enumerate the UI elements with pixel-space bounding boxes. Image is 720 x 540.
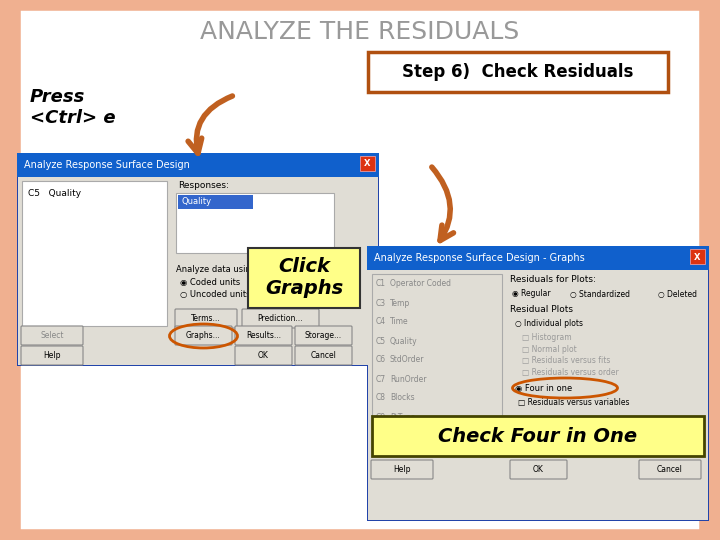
Text: RunOrder: RunOrder — [390, 375, 426, 383]
FancyBboxPatch shape — [21, 326, 83, 345]
FancyBboxPatch shape — [176, 193, 334, 253]
FancyBboxPatch shape — [235, 326, 292, 345]
Text: Responses:: Responses: — [178, 180, 229, 190]
FancyBboxPatch shape — [235, 346, 292, 365]
Text: Cancel: Cancel — [657, 465, 683, 474]
Text: ○ Standardized: ○ Standardized — [570, 289, 630, 299]
Text: ◉ Coded units: ◉ Coded units — [180, 279, 240, 287]
Text: StdOrder: StdOrder — [390, 355, 425, 364]
Text: ANALYZE THE RESIDUALS: ANALYZE THE RESIDUALS — [200, 20, 520, 44]
Text: Quality: Quality — [181, 198, 211, 206]
FancyBboxPatch shape — [371, 460, 433, 479]
Text: Help: Help — [43, 351, 60, 360]
FancyBboxPatch shape — [368, 268, 708, 520]
FancyBboxPatch shape — [690, 249, 705, 264]
Text: C5   Quality: C5 Quality — [28, 188, 81, 198]
FancyBboxPatch shape — [372, 274, 502, 449]
Text: □ Histogram: □ Histogram — [522, 333, 572, 341]
Text: C1: C1 — [376, 280, 386, 288]
Text: OK: OK — [533, 465, 544, 474]
Text: □ Residuals versus variables: □ Residuals versus variables — [518, 399, 629, 408]
FancyBboxPatch shape — [295, 326, 352, 345]
FancyBboxPatch shape — [368, 52, 668, 92]
FancyBboxPatch shape — [17, 153, 379, 366]
Text: Prediction...: Prediction... — [258, 314, 303, 323]
Text: Step 6)  Check Residuals: Step 6) Check Residuals — [402, 63, 634, 81]
Text: Results...: Results... — [246, 331, 281, 340]
Text: Time: Time — [390, 318, 409, 327]
Text: □ Residuals versus fits: □ Residuals versus fits — [522, 356, 611, 366]
FancyBboxPatch shape — [17, 153, 379, 177]
Text: Graphs...: Graphs... — [186, 331, 221, 340]
Text: ○ Deleted: ○ Deleted — [658, 289, 697, 299]
Text: Press
<Ctrl> e: Press <Ctrl> e — [30, 88, 116, 127]
FancyBboxPatch shape — [18, 175, 378, 365]
FancyBboxPatch shape — [242, 309, 319, 328]
Text: C9: C9 — [376, 413, 386, 422]
Text: Analyze Response Surface Design - Graphs: Analyze Response Surface Design - Graphs — [374, 253, 585, 263]
Text: ○ Uncoded units: ○ Uncoded units — [180, 291, 251, 300]
Text: □ Normal plot: □ Normal plot — [522, 345, 577, 354]
Text: Residual Plots: Residual Plots — [510, 306, 573, 314]
Text: Terms...: Terms... — [192, 314, 221, 323]
Text: C6: C6 — [376, 355, 386, 364]
FancyBboxPatch shape — [367, 246, 709, 270]
Text: X: X — [364, 159, 371, 168]
FancyBboxPatch shape — [367, 246, 709, 521]
FancyBboxPatch shape — [178, 195, 253, 209]
Text: Analyze Response Surface Design: Analyze Response Surface Design — [24, 160, 190, 170]
Text: C5: C5 — [376, 336, 386, 346]
FancyBboxPatch shape — [21, 346, 83, 365]
FancyBboxPatch shape — [175, 309, 237, 328]
FancyBboxPatch shape — [360, 156, 375, 171]
FancyBboxPatch shape — [372, 416, 704, 456]
Text: ○ Individual plots: ○ Individual plots — [515, 320, 583, 328]
Text: □ Residuals versus order: □ Residuals versus order — [522, 368, 618, 377]
Text: Help: Help — [393, 465, 410, 474]
Text: C3: C3 — [376, 299, 386, 307]
Text: Residuals for Plots:: Residuals for Plots: — [510, 275, 596, 285]
FancyBboxPatch shape — [18, 8, 702, 532]
FancyBboxPatch shape — [248, 248, 360, 308]
FancyBboxPatch shape — [22, 181, 167, 326]
Text: Cancel: Cancel — [310, 351, 336, 360]
Text: Select: Select — [40, 331, 64, 340]
Text: Check Four in One: Check Four in One — [438, 427, 638, 446]
Text: Temp: Temp — [390, 299, 410, 307]
FancyBboxPatch shape — [639, 460, 701, 479]
Text: Analyze data using: Analyze data using — [176, 266, 256, 274]
FancyBboxPatch shape — [295, 346, 352, 365]
Text: ◉ Regular: ◉ Regular — [512, 289, 551, 299]
FancyBboxPatch shape — [510, 460, 567, 479]
Text: C7: C7 — [376, 375, 386, 383]
Text: Blocks: Blocks — [390, 394, 415, 402]
Text: ◉ Four in one: ◉ Four in one — [515, 383, 572, 393]
Text: C4: C4 — [376, 318, 386, 327]
Text: Quality: Quality — [390, 336, 418, 346]
Text: PtType: PtType — [390, 413, 415, 422]
FancyBboxPatch shape — [175, 326, 232, 345]
Text: C8: C8 — [376, 394, 386, 402]
Text: Operator Coded: Operator Coded — [390, 280, 451, 288]
Text: Storage...: Storage... — [305, 331, 342, 340]
Text: OK: OK — [258, 351, 269, 360]
Text: Click
Graphs: Click Graphs — [265, 258, 343, 299]
Text: X: X — [694, 253, 701, 261]
